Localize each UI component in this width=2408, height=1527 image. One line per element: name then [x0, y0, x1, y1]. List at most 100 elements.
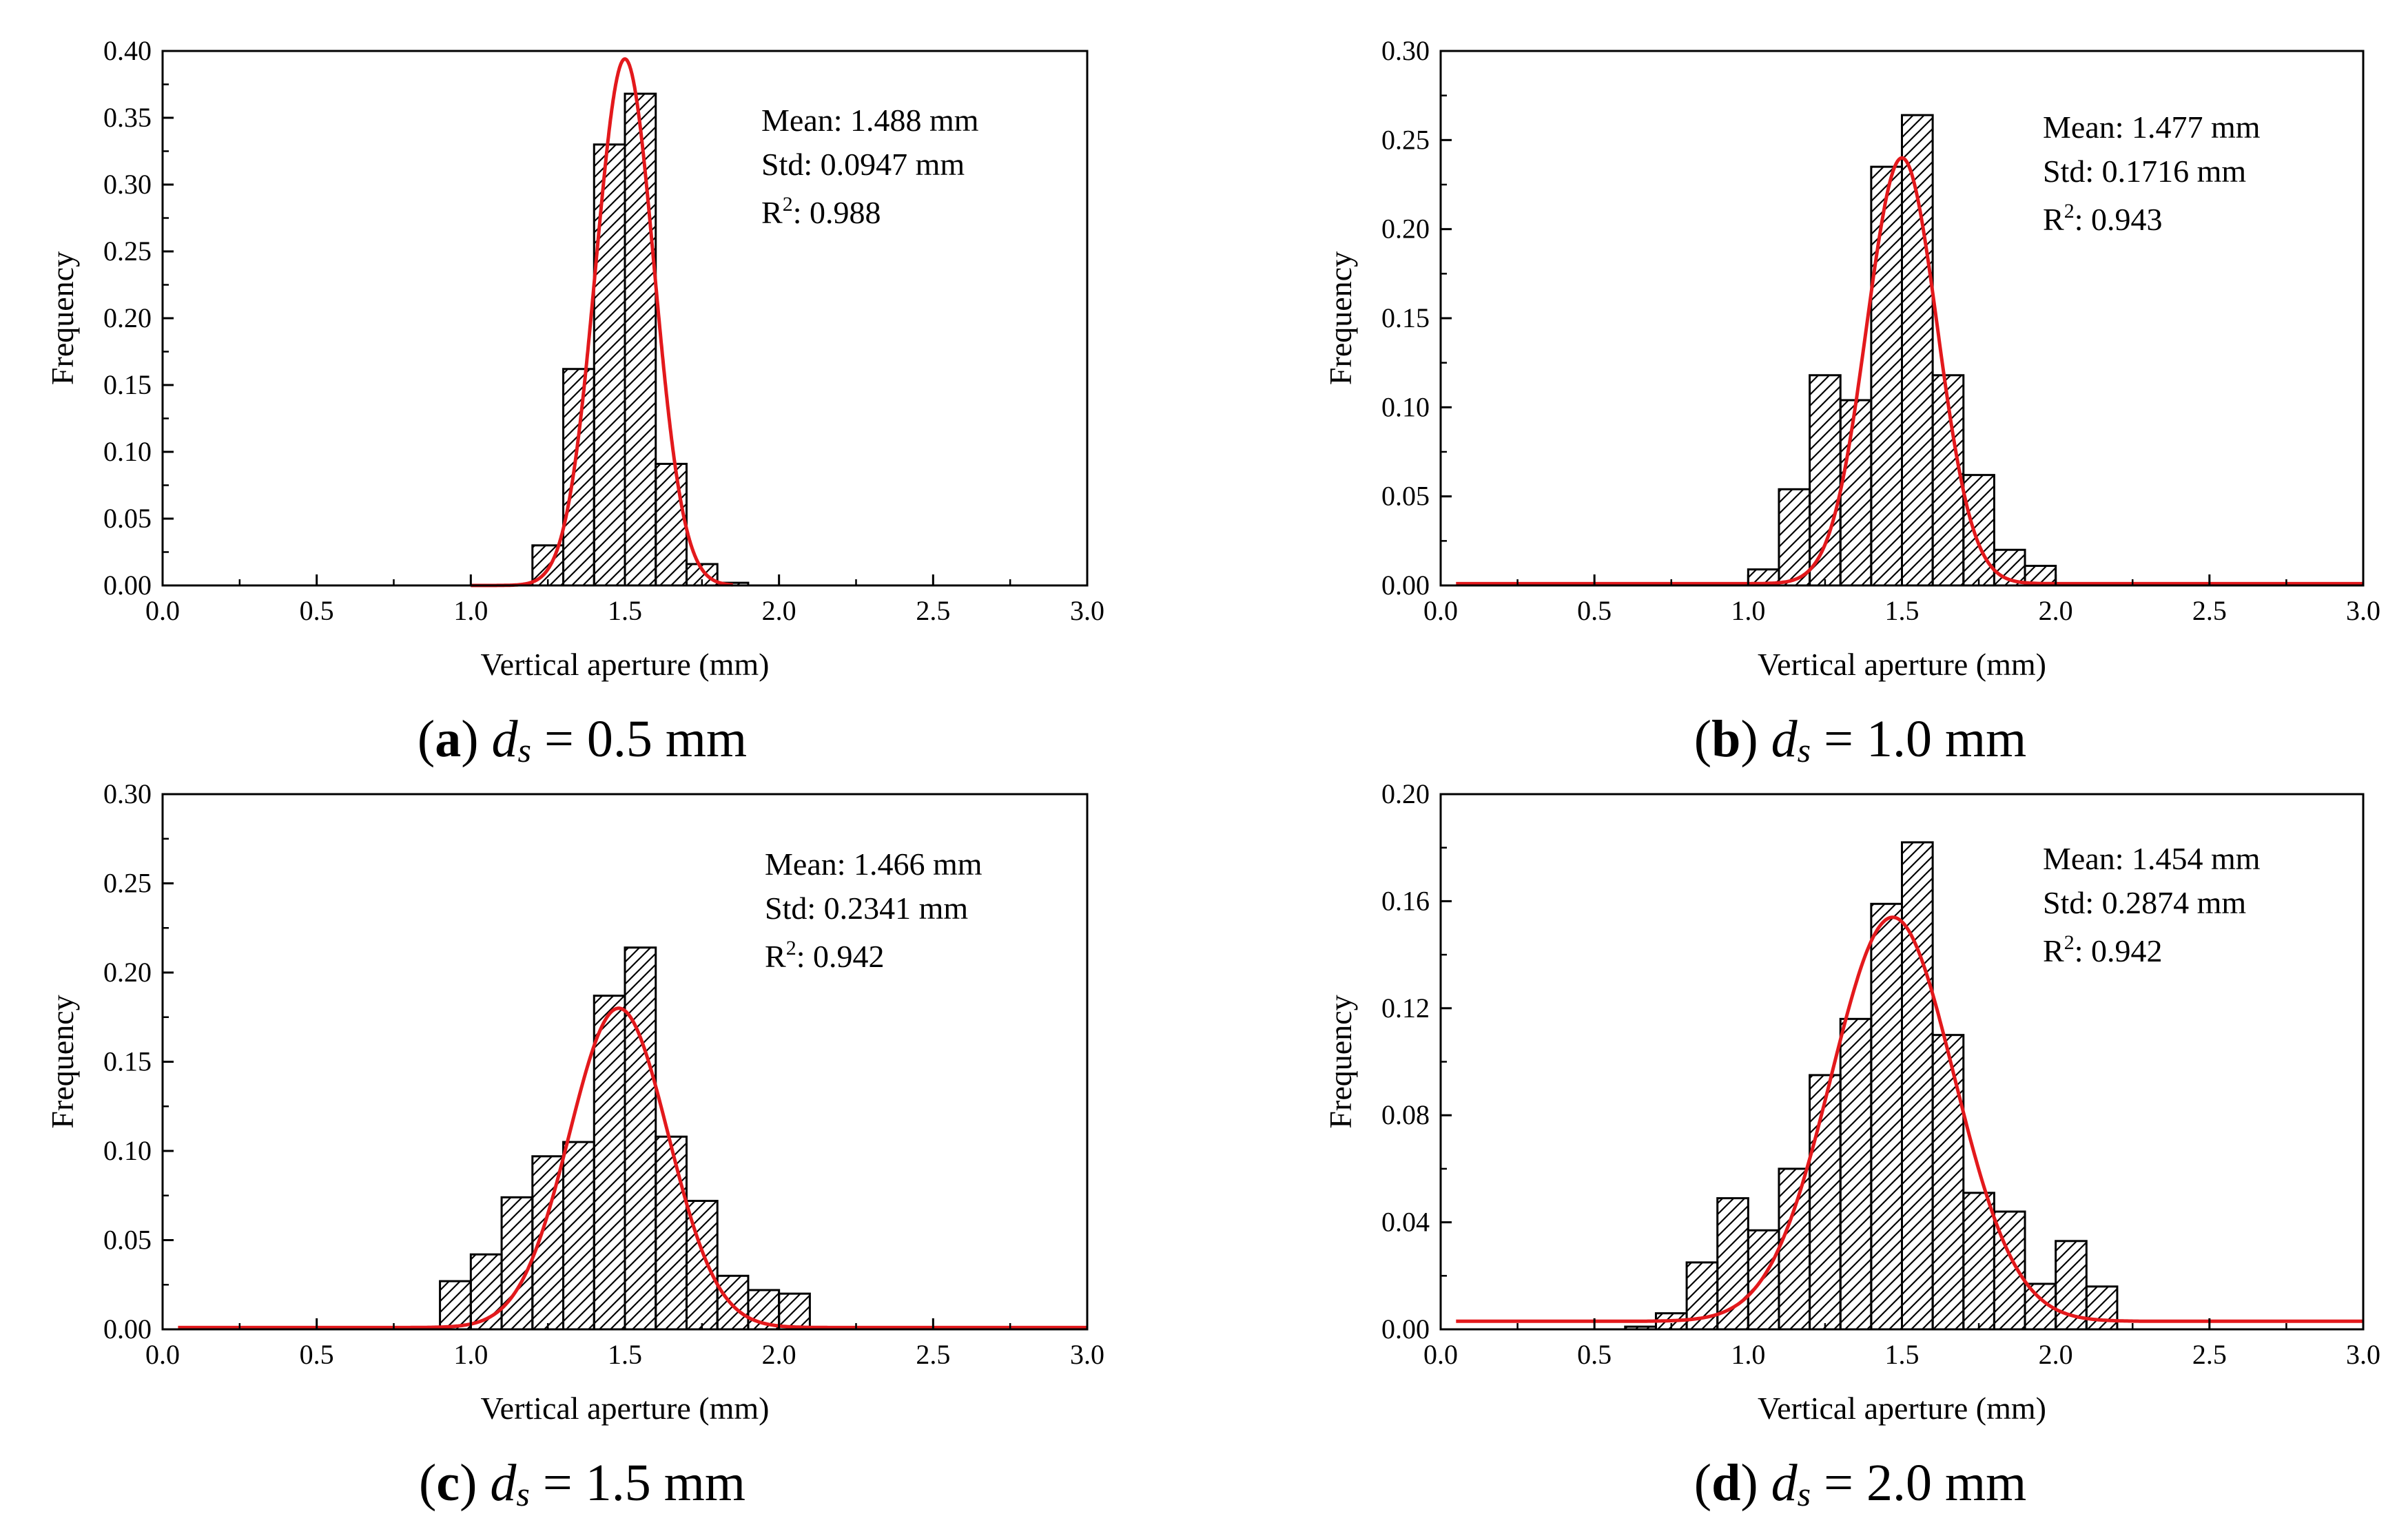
x-tick-label: 0.5 — [1577, 1339, 1612, 1370]
y-tick-label: 0.20 — [103, 302, 152, 333]
histogram-bar — [562, 368, 595, 587]
histogram-bar — [469, 1253, 503, 1331]
histogram-bar — [624, 946, 657, 1331]
histogram-bar — [1839, 1017, 1873, 1331]
std-annotation: Std: 0.2874 mm — [2043, 885, 2246, 920]
y-tick-label: 0.15 — [103, 369, 152, 400]
y-tick-label: 0.20 — [103, 957, 152, 988]
y-axis-label: Frequency — [1323, 995, 1358, 1128]
x-axis-label: Vertical aperture (mm) — [481, 647, 770, 682]
histogram-bar — [1809, 1074, 1842, 1331]
x-axis-label: Vertical aperture (mm) — [481, 1391, 770, 1426]
x-axis-label: Vertical aperture (mm) — [1758, 1391, 2046, 1426]
y-tick-label: 0.05 — [103, 503, 152, 534]
std-annotation: Std: 0.0947 mm — [761, 147, 965, 182]
y-axis-label: Frequency — [1323, 251, 1358, 385]
gaussian-fit-curve — [1456, 156, 2363, 585]
histogram-bar — [593, 995, 626, 1331]
x-tick-label: 0.0 — [145, 1339, 180, 1370]
histogram-bar — [1809, 374, 1842, 587]
r2-annotation: R2: 0.942 — [2043, 931, 2162, 968]
std-annotation: Std: 0.1716 mm — [2043, 154, 2246, 189]
histogram-bar — [500, 1196, 534, 1331]
x-tick-label: 1.5 — [608, 595, 642, 626]
y-tick-label: 0.05 — [103, 1225, 152, 1256]
histogram-bar — [1962, 474, 1995, 587]
panel-b: 0.0 0.5 1.0 1.5 2.0 2.5 3.0 0.00 0.05 0.10 0.15 0.2… — [1323, 35, 2380, 682]
x-tick-label: 2.0 — [2039, 1339, 2073, 1370]
histogram-bar — [1931, 1034, 1965, 1331]
x-tick-label: 0.5 — [300, 595, 334, 626]
x-tick-label: 2.0 — [762, 1339, 796, 1370]
gaussian-fit-curve — [178, 1006, 1087, 1329]
y-tick-label: 0.20 — [1381, 214, 1430, 245]
y-tick-label: 0.15 — [103, 1046, 152, 1077]
x-tick-label: 1.0 — [1731, 595, 1765, 626]
histogram-bar — [716, 1274, 750, 1331]
y-tick-label: 0.25 — [103, 236, 152, 267]
histogram-bar — [1962, 1192, 1995, 1331]
histogram-bar — [1839, 399, 1873, 587]
x-tick-label: 1.0 — [453, 1339, 488, 1370]
y-tick-label: 0.12 — [1381, 993, 1430, 1024]
x-tick-label: 0.5 — [300, 1339, 334, 1370]
x-tick-label: 2.5 — [916, 595, 950, 626]
y-tick-label: 0.08 — [1381, 1099, 1430, 1130]
mean-annotation: Mean: 1.466 mm — [765, 846, 982, 882]
gaussian-fit-curve — [1456, 915, 2363, 1323]
y-tick-label: 0.10 — [1381, 391, 1430, 422]
x-tick-label: 2.5 — [916, 1339, 950, 1370]
caption-c: (c) ds = 1.5 mm — [419, 1454, 745, 1513]
histogram-bar — [1716, 1197, 1749, 1331]
y-tick-label: 0.05 — [1381, 481, 1430, 512]
y-tick-label: 0.25 — [103, 868, 152, 899]
y-tick-label: 0.10 — [103, 1135, 152, 1166]
y-tick-label: 0.04 — [1381, 1207, 1430, 1238]
std-annotation: Std: 0.2341 mm — [765, 891, 968, 926]
panel-c: 0.0 0.5 1.0 1.5 2.0 2.5 3.0 0.00 0.05 0.10 0.15 0.2… — [45, 778, 1104, 1426]
histogram-bar — [562, 1141, 595, 1331]
histogram-bar — [778, 1292, 811, 1331]
y-tick-label: 0.15 — [1381, 302, 1430, 333]
x-tick-label: 3.0 — [2346, 1339, 2380, 1370]
x-tick-label: 1.0 — [1731, 1339, 1765, 1370]
x-tick-label: 0.0 — [1423, 595, 1458, 626]
x-tick-label: 0.0 — [1423, 1339, 1458, 1370]
x-tick-label: 2.0 — [762, 595, 796, 626]
r2-annotation: R2: 0.943 — [2043, 200, 2162, 237]
x-tick-label: 2.0 — [2039, 595, 2073, 626]
histogram-bar — [439, 1280, 472, 1331]
x-tick-label: 1.5 — [1885, 1339, 1920, 1370]
r2-annotation: R2: 0.942 — [765, 937, 884, 974]
histogram-bar — [1901, 841, 1934, 1331]
histogram-bar — [655, 1135, 688, 1331]
y-tick-label: 0.10 — [103, 436, 152, 467]
caption-a: (a) ds = 0.5 mm — [417, 710, 748, 769]
y-tick-label: 0.40 — [103, 35, 152, 66]
x-tick-label: 2.5 — [2192, 595, 2227, 626]
y-tick-label: 0.00 — [103, 570, 152, 601]
x-tick-label: 0.0 — [145, 595, 180, 626]
x-tick-label: 1.5 — [1885, 595, 1920, 626]
histogram-bar — [2085, 1285, 2119, 1331]
x-tick-label: 3.0 — [1070, 595, 1104, 626]
caption-b: (b) ds = 1.0 mm — [1694, 710, 2027, 769]
x-tick-label: 2.5 — [2192, 1339, 2227, 1370]
histogram-bar — [624, 92, 657, 587]
histogram-bar — [1901, 114, 1934, 587]
histogram-bar — [593, 143, 626, 587]
histogram-bar — [1778, 1167, 1811, 1331]
y-axis-label: Frequency — [45, 251, 80, 385]
histogram-bar — [1870, 165, 1904, 587]
y-tick-label: 0.25 — [1381, 124, 1430, 155]
panel-a: 0.0 0.5 1.0 1.5 2.0 2.5 3.0 0.00 0.05 0.10 0.15 0.2… — [45, 35, 1104, 682]
y-tick-label: 0.30 — [103, 169, 152, 200]
histogram-bar — [1778, 488, 1811, 587]
y-axis-label: Frequency — [45, 995, 80, 1128]
histogram-bar — [1870, 902, 1904, 1331]
x-tick-label: 1.5 — [608, 1339, 642, 1370]
x-tick-label: 3.0 — [2346, 595, 2380, 626]
x-tick-label: 1.0 — [453, 595, 488, 626]
caption-d: (d) ds = 2.0 mm — [1694, 1454, 2027, 1513]
